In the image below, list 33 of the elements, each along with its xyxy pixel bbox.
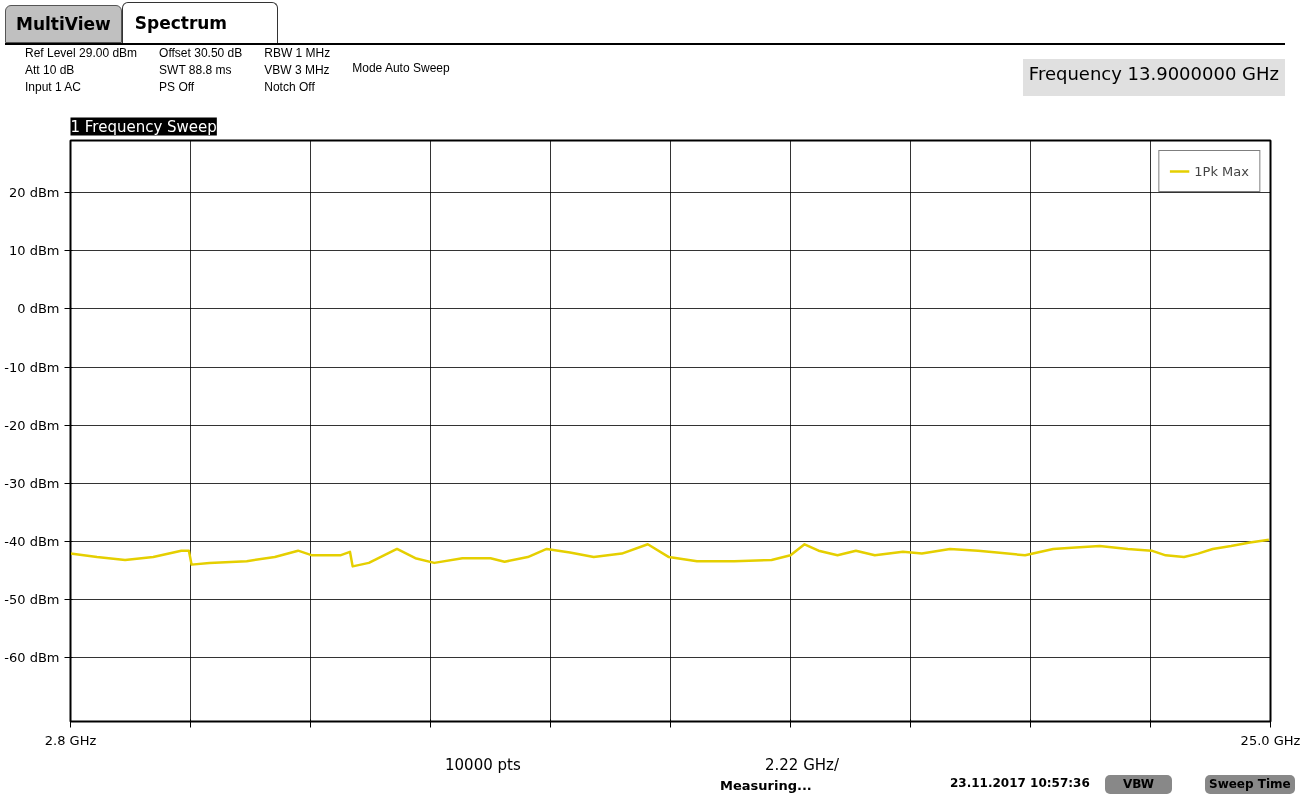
legend-label: 1Pk Max xyxy=(1194,163,1249,179)
y-tick-label: -40 dBm xyxy=(4,533,60,549)
text: Spectrum xyxy=(121,1,279,43)
text: 2.22 GHz/ xyxy=(765,755,839,776)
chart-title: 1 Frequency Sweep xyxy=(70,117,217,136)
text: Sweep Time xyxy=(1205,775,1295,795)
text: Measuring... xyxy=(720,777,812,795)
text: PS Off xyxy=(159,79,196,97)
text: Notch Off xyxy=(264,79,316,97)
text: Frequency 13.9000000 GHz xyxy=(1022,59,1285,97)
y-tick-label: 10 dBm xyxy=(8,243,60,259)
text: MultiView xyxy=(5,4,122,43)
line-series xyxy=(70,538,1271,568)
y-tick-label: -10 dBm xyxy=(4,359,60,375)
text: SWT 88.8 ms xyxy=(159,62,233,80)
text: RBW 1 MHz xyxy=(264,45,331,62)
y-tick-label: 0 dBm xyxy=(17,301,60,317)
text: Input 1 AC xyxy=(25,79,83,97)
x-tick-label: 2.8 GHz xyxy=(44,732,97,748)
text: Ref Level 29.00 dBm xyxy=(25,45,138,62)
text: 23.11.2017 10:57:36 xyxy=(950,775,1090,792)
y-tick-label: -20 dBm xyxy=(4,417,60,433)
text: 10000 pts xyxy=(445,755,521,776)
x-tick-label: 25.0 GHz xyxy=(1240,732,1301,748)
text: VBW 3 MHz xyxy=(264,62,331,80)
y-tick-label: -50 dBm xyxy=(4,591,60,607)
text: Att 10 dB xyxy=(25,62,76,80)
y-tick-label: -60 dBm xyxy=(4,650,60,666)
text: VBW xyxy=(1105,775,1173,795)
text: Mode Auto Sweep xyxy=(352,60,450,77)
text: Offset 30.50 dB xyxy=(159,45,243,62)
y-tick-label: 20 dBm xyxy=(8,185,60,201)
y-tick-label: -30 dBm xyxy=(4,475,60,491)
